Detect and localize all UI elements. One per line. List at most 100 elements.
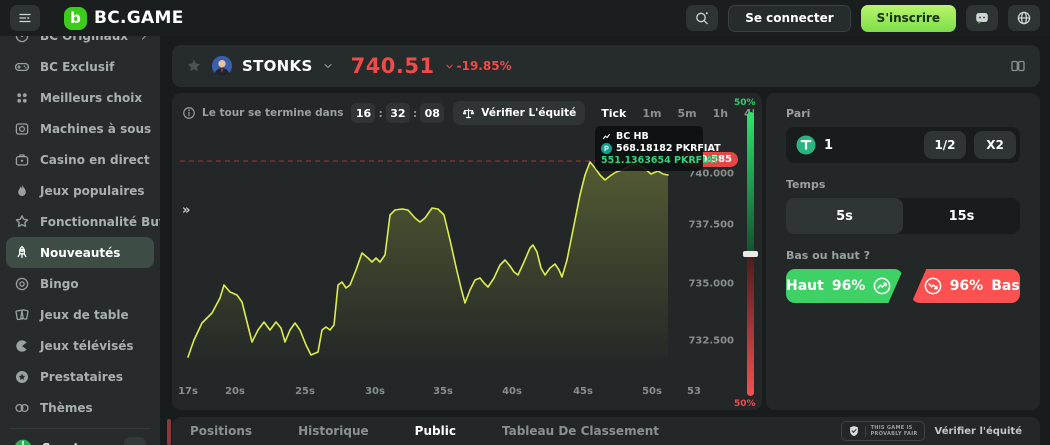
sidebar-item-label: Bingo	[40, 276, 79, 291]
round-countdown-label: Le tour se termine dans	[202, 107, 344, 119]
dice-icon	[14, 36, 30, 44]
sidebar-item[interactable]: BC Originaux	[6, 36, 154, 51]
signup-button[interactable]: S'inscrire	[860, 4, 956, 32]
time-axis-label: 53	[687, 386, 701, 397]
chart-panel: Le tour se termine dans 16:32:08 Vérifie…	[172, 93, 762, 410]
sidebar-toggle-button[interactable]	[10, 5, 40, 31]
time-axis-label: 45s	[573, 386, 593, 397]
language-button[interactable]	[1008, 5, 1040, 31]
sidebar-item[interactable]: Prestataires	[6, 361, 154, 392]
sidebar-item[interactable]: Bingo	[6, 268, 154, 299]
timer-colon: :	[378, 106, 383, 120]
scroll-indicator[interactable]	[167, 419, 171, 445]
sidebar-item-label: Casino en direct	[40, 152, 150, 167]
sidebar-item[interactable]: Casino en direct	[6, 144, 154, 175]
sports-collapse-button[interactable]	[124, 437, 146, 445]
layout-panels-icon[interactable]	[1010, 58, 1026, 74]
header-actions: Se connecter S'inscrire	[686, 4, 1040, 32]
sidebar-item-label: Jeux de table	[40, 307, 129, 322]
up-multiplier: 96%	[831, 278, 866, 294]
bottom-tab[interactable]: Public	[414, 424, 456, 438]
sidebar-item-label: Machines à sous	[40, 121, 152, 136]
badge-line2: PROVABLY FAIR	[870, 431, 918, 437]
info-icon[interactable]	[182, 106, 196, 120]
market-price: 740.51	[350, 54, 435, 78]
direction-question-label: Bas ou haut ?	[786, 249, 870, 262]
hamburger-menu-icon	[17, 10, 33, 26]
cards-icon	[14, 307, 30, 323]
tether-coin-icon	[796, 135, 816, 155]
sidebar-item[interactable]: BC Exclusif	[6, 51, 154, 82]
market-change: -19.85%	[444, 59, 512, 73]
scroll-left-chevrons[interactable]: »	[182, 203, 191, 218]
sports-ball-icon	[14, 439, 32, 445]
search-button[interactable]	[686, 5, 719, 31]
sidebar-item-label: Meilleurs choix	[40, 90, 143, 105]
price-axis-label: 737.500	[688, 219, 734, 231]
gauge-slider-thumb[interactable]	[743, 251, 758, 257]
timer-colon: :	[412, 106, 418, 120]
bet-up-button[interactable]: Haut 96%	[786, 269, 903, 303]
timeframe-tab[interactable]: Tick	[601, 106, 627, 120]
bingo-icon	[14, 276, 30, 292]
bet-panel: Pari 1 1/2 X2 Temps 5s 15s Bas ou haut ? …	[766, 93, 1040, 410]
top-header: b BC.GAME Se connecter S'inscrire	[0, 0, 1050, 36]
support-chat-button[interactable]	[966, 5, 998, 31]
bet-amount-field[interactable]: 1 1/2 X2	[786, 127, 1020, 163]
verify-fairness-button[interactable]: Vérifier L'équité	[453, 101, 586, 125]
time-axis-label: 35s	[433, 386, 453, 397]
login-button[interactable]: Se connecter	[728, 4, 851, 32]
gamepad-icon	[14, 59, 30, 75]
brand-logo[interactable]: b BC.GAME	[64, 6, 184, 30]
bottom-tab[interactable]: Historique	[298, 424, 369, 438]
bottom-tab-bar: Positions Historique Public Tableau De Clas…	[172, 417, 1040, 445]
sidebar-item-label: BC Exclusif	[40, 59, 115, 74]
chart-tooltip: BC HB 568.18182 PKRFIAT 551.1363654 PKRF…	[595, 126, 721, 171]
market-selector-chevron-icon[interactable]	[322, 60, 334, 72]
price-axis-label: 735.000	[688, 278, 734, 290]
sidebar-item-label: Prestataires	[40, 369, 123, 384]
duration-option[interactable]: 5s	[786, 198, 903, 234]
live-icon	[14, 152, 30, 168]
pacman-icon	[14, 338, 30, 354]
price-axis-label: 740.000	[688, 168, 734, 180]
sidebar-item[interactable]: Thèmes	[6, 392, 154, 423]
sidebar-item[interactable]: Nouveautés	[6, 237, 154, 268]
down-multiplier: 96%	[949, 278, 984, 294]
gauge-top-label: 50%	[734, 98, 756, 108]
sidebar-item[interactable]: Fonctionnalité Buy-in	[6, 206, 160, 237]
sidebar-item-sports[interactable]: Sports	[10, 433, 150, 445]
timeframe-tab[interactable]: 5m	[677, 106, 697, 120]
badge-star-icon	[14, 214, 30, 230]
bet-direction-buttons: Haut 96% 96% Bas	[786, 269, 1020, 303]
timeframe-tabs: Tick1m5m1h4h1d	[593, 107, 754, 120]
bottom-tabs: Positions Historique Public Tableau De Clas…	[190, 424, 705, 438]
timeframe-tab[interactable]: 1h	[712, 106, 729, 120]
sidebar-item[interactable]: Jeux télévisés	[6, 330, 154, 361]
sidebar-item[interactable]: Jeux de table	[6, 299, 154, 330]
bet-amount-value[interactable]: 1	[824, 137, 834, 153]
search-icon	[694, 10, 710, 26]
bottom-tab[interactable]: Positions	[190, 424, 253, 438]
round-timer: 16:32:08	[351, 103, 445, 123]
duration-option[interactable]: 15s	[948, 208, 975, 224]
sidebar-item[interactable]: Jeux populaires	[6, 175, 154, 206]
timeframe-tab[interactable]: 1m	[642, 106, 662, 120]
scales-icon	[462, 107, 475, 120]
sidebar-item-label: Sports	[42, 441, 86, 445]
half-bet-button[interactable]: 1/2	[924, 131, 966, 159]
trend-down-icon	[924, 277, 942, 295]
sidebar-item[interactable]: Meilleurs choix	[6, 82, 154, 113]
bet-down-button[interactable]: 96% Bas	[911, 269, 1020, 303]
double-bet-button[interactable]: X2	[974, 131, 1016, 159]
timer-segment: 16	[351, 103, 376, 123]
market-bar: STONKS 740.51 -19.85%	[172, 45, 1040, 87]
provably-fair-badge[interactable]: THIS GAME IS PROVABLY FAIR	[840, 421, 925, 441]
verify-fairness-link[interactable]: Vérifier l'équité	[934, 425, 1022, 437]
masks-icon	[14, 400, 30, 416]
favorite-star-icon[interactable]	[186, 58, 202, 74]
badge-divider	[864, 425, 866, 437]
bottom-tab[interactable]: Tableau De Classement	[501, 424, 659, 438]
flame-icon	[14, 183, 30, 199]
sidebar-item[interactable]: Machines à sous	[6, 113, 154, 144]
